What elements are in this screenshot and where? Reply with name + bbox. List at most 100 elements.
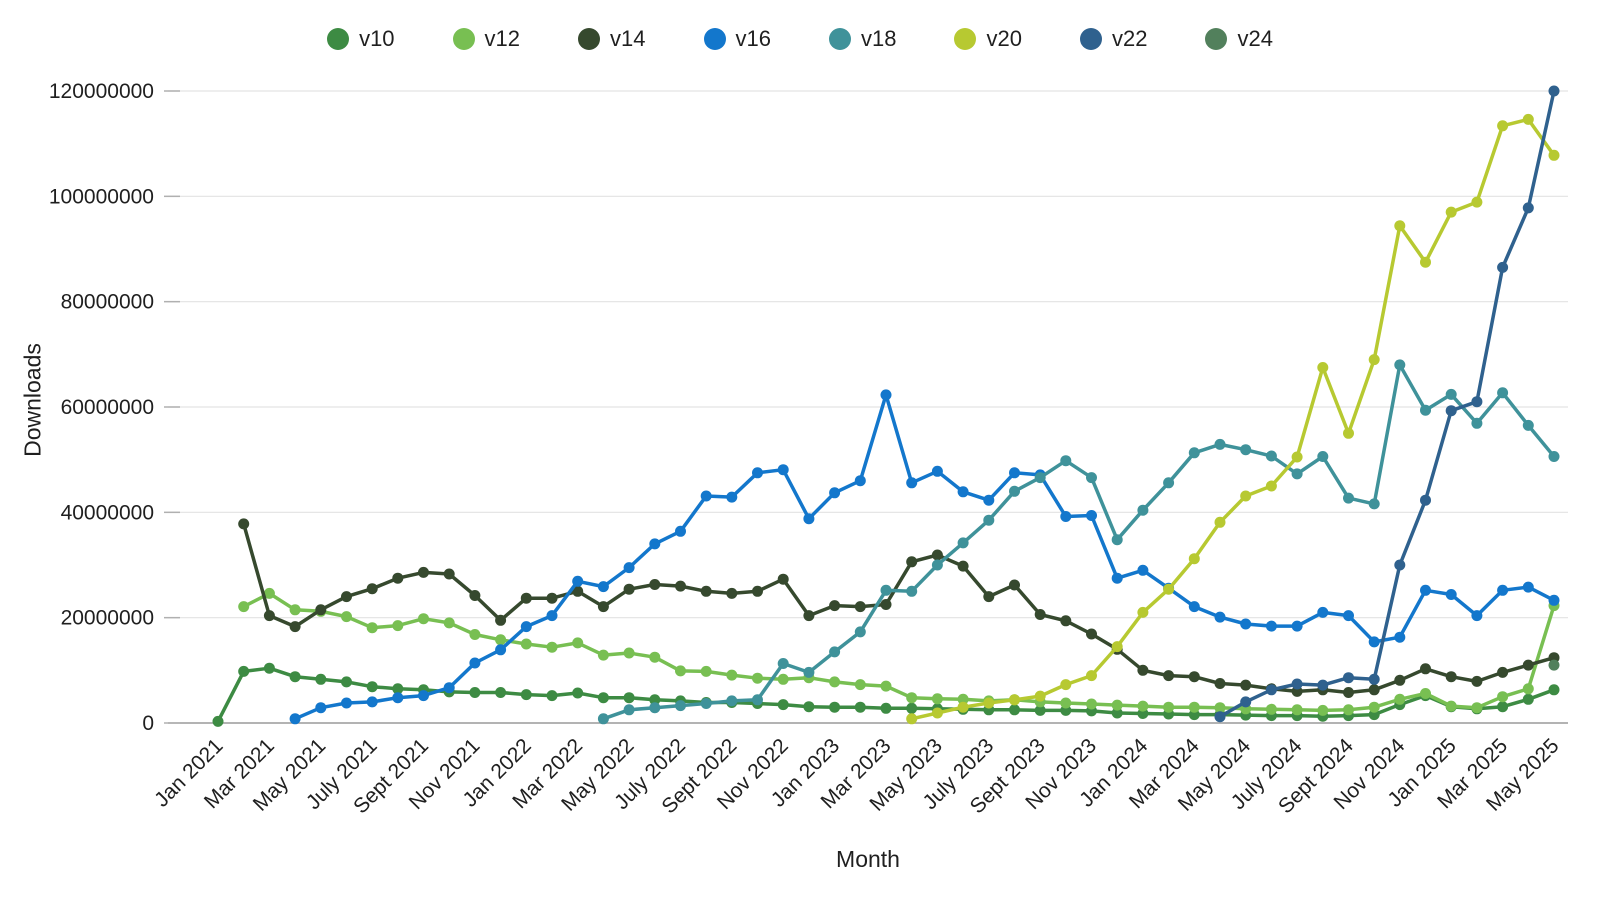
- data-point-v16[interactable]: [1343, 610, 1354, 622]
- data-point-v16[interactable]: [315, 702, 327, 714]
- data-point-v12[interactable]: [495, 634, 507, 646]
- data-point-v14[interactable]: [263, 610, 275, 622]
- data-point-v20[interactable]: [1214, 516, 1226, 528]
- data-point-v14[interactable]: [777, 573, 789, 585]
- legend-item-v22[interactable]: v22: [1079, 26, 1147, 52]
- legend-item-v18[interactable]: v18: [829, 26, 896, 52]
- data-point-v14[interactable]: [675, 580, 686, 592]
- data-point-v20[interactable]: [906, 713, 918, 725]
- data-point-v14[interactable]: [700, 585, 712, 597]
- data-point-v10[interactable]: [212, 715, 224, 727]
- data-point-v16[interactable]: [1137, 564, 1149, 576]
- data-point-v12[interactable]: [649, 651, 661, 663]
- data-point-v18[interactable]: [623, 704, 635, 716]
- data-point-v16[interactable]: [700, 490, 712, 502]
- data-point-v12[interactable]: [1163, 701, 1175, 713]
- data-point-v22[interactable]: [1368, 673, 1380, 685]
- data-point-v16[interactable]: [392, 692, 404, 704]
- data-point-v22[interactable]: [1471, 396, 1483, 408]
- data-point-v12[interactable]: [623, 647, 635, 659]
- data-point-v14[interactable]: [1240, 679, 1252, 691]
- data-point-v12[interactable]: [1265, 703, 1277, 715]
- data-point-v20[interactable]: [1445, 206, 1457, 218]
- data-point-v18[interactable]: [906, 585, 918, 597]
- data-point-v10[interactable]: [1111, 707, 1123, 719]
- data-point-v12[interactable]: [1214, 702, 1226, 714]
- data-point-v14[interactable]: [1394, 674, 1406, 686]
- legend-item-v14[interactable]: v14: [578, 26, 646, 52]
- data-point-v16[interactable]: [829, 487, 841, 499]
- data-point-v20[interactable]: [1343, 427, 1354, 439]
- data-point-v14[interactable]: [597, 601, 609, 613]
- data-point-v10[interactable]: [366, 681, 378, 693]
- data-point-v14[interactable]: [546, 592, 558, 604]
- data-point-v14[interactable]: [1137, 664, 1149, 676]
- data-point-v18[interactable]: [1394, 359, 1406, 371]
- data-point-v12[interactable]: [1060, 697, 1072, 709]
- data-point-v20[interactable]: [1009, 694, 1020, 706]
- data-point-v12[interactable]: [469, 629, 481, 640]
- data-point-v20[interactable]: [1394, 220, 1406, 232]
- data-point-v16[interactable]: [777, 464, 789, 476]
- data-point-v16[interactable]: [469, 657, 481, 669]
- data-point-v16[interactable]: [1188, 601, 1200, 613]
- legend-item-v20[interactable]: v20: [954, 26, 1022, 52]
- data-point-v16[interactable]: [1394, 631, 1406, 643]
- data-point-v16[interactable]: [1009, 467, 1020, 479]
- data-point-v20[interactable]: [983, 697, 995, 709]
- data-point-v18[interactable]: [1240, 444, 1252, 456]
- data-point-v12[interactable]: [289, 604, 301, 616]
- data-point-v14[interactable]: [854, 601, 866, 613]
- data-point-v16[interactable]: [1086, 510, 1097, 521]
- data-point-v14[interactable]: [392, 572, 404, 584]
- data-point-v14[interactable]: [1188, 671, 1200, 683]
- data-point-v16[interactable]: [1420, 584, 1431, 596]
- data-point-v20[interactable]: [1060, 679, 1072, 691]
- data-point-v18[interactable]: [1086, 472, 1097, 484]
- legend-item-v12[interactable]: v12: [452, 26, 520, 52]
- data-point-v16[interactable]: [957, 486, 969, 498]
- data-point-v14[interactable]: [1497, 666, 1509, 678]
- data-point-v18[interactable]: [1214, 438, 1226, 450]
- data-point-v16[interactable]: [906, 477, 918, 489]
- data-point-v18[interactable]: [1497, 387, 1509, 399]
- data-point-v10[interactable]: [315, 673, 327, 685]
- data-point-v20[interactable]: [1420, 256, 1431, 268]
- data-point-v12[interactable]: [1343, 704, 1354, 716]
- data-point-v14[interactable]: [495, 614, 507, 626]
- data-point-v22[interactable]: [1497, 261, 1509, 273]
- data-point-v20[interactable]: [1317, 362, 1329, 373]
- data-point-v18[interactable]: [1060, 455, 1072, 467]
- data-point-v18[interactable]: [1034, 472, 1046, 484]
- data-point-v16[interactable]: [931, 465, 943, 477]
- data-point-v20[interactable]: [1163, 583, 1175, 595]
- data-point-v22[interactable]: [1317, 679, 1329, 691]
- data-point-v16[interactable]: [752, 467, 763, 479]
- data-point-v12[interactable]: [520, 638, 532, 650]
- data-point-v12[interactable]: [1317, 704, 1329, 716]
- legend-item-v16[interactable]: v16: [703, 26, 771, 52]
- data-point-v12[interactable]: [829, 676, 841, 688]
- data-point-v20[interactable]: [1188, 553, 1200, 565]
- data-point-v14[interactable]: [752, 585, 763, 597]
- data-point-v18[interactable]: [1471, 417, 1483, 429]
- data-point-v12[interactable]: [572, 637, 584, 649]
- data-point-v20[interactable]: [1137, 606, 1149, 618]
- data-point-v18[interactable]: [1137, 504, 1149, 516]
- data-point-v12[interactable]: [443, 617, 455, 629]
- data-point-v16[interactable]: [649, 538, 661, 550]
- data-point-v12[interactable]: [263, 587, 275, 599]
- data-point-v10[interactable]: [854, 701, 866, 713]
- data-point-v12[interactable]: [726, 669, 738, 681]
- data-point-v12[interactable]: [1445, 700, 1457, 712]
- data-point-v16[interactable]: [1060, 511, 1072, 522]
- data-point-v20[interactable]: [1368, 354, 1380, 366]
- data-point-v12[interactable]: [1394, 693, 1406, 705]
- data-point-v12[interactable]: [752, 672, 763, 684]
- data-point-v16[interactable]: [983, 494, 995, 506]
- data-point-v20[interactable]: [957, 701, 969, 713]
- data-point-v12[interactable]: [1291, 704, 1303, 716]
- data-point-v14[interactable]: [1522, 659, 1534, 671]
- data-point-v20[interactable]: [1291, 451, 1303, 463]
- data-point-v20[interactable]: [1265, 480, 1277, 492]
